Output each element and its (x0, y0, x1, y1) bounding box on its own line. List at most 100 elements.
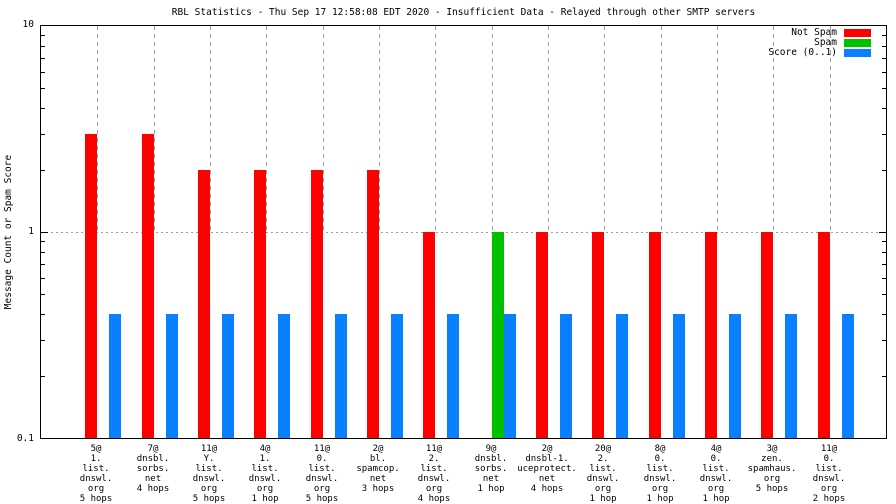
y-tick-label-1: 1 (28, 226, 34, 237)
y-axis-tick (882, 58, 886, 59)
chart-title: RBL Statistics - Thu Sep 17 12:58:08 EDT… (171, 7, 756, 18)
x-tick-label-line: dnswl. (79, 474, 113, 484)
x-tick-label-line: net (482, 474, 500, 484)
y-axis-tick (882, 376, 886, 377)
y-axis-tick (41, 232, 48, 233)
x-tick-label-line: dnswl. (812, 474, 846, 484)
bar-not-spam (818, 232, 830, 438)
x-tick-label-line: 8@ (654, 444, 666, 454)
x-tick-label-line: dnsbl-1. (525, 454, 569, 464)
x-tick-label-line: org (763, 474, 781, 484)
x-tick-label-line: 0. (710, 454, 722, 464)
x-tick-label-line: net (538, 474, 556, 484)
x-tick-label-line: 11@ (200, 444, 218, 454)
gridline-x (379, 26, 380, 232)
bar-group-4 (254, 26, 290, 438)
x-tick-label-line: spamhaus. (747, 464, 797, 474)
y-axis-tick (882, 278, 886, 279)
x-tick-label-line: list. (702, 464, 730, 474)
bar-group-7 (423, 26, 459, 438)
bar-not-spam (705, 232, 717, 438)
gridline-x (548, 26, 549, 232)
gridline-x (604, 26, 605, 232)
x-tick-label-line: 3 hops (361, 484, 395, 494)
y-tick-label-10: 10 (22, 19, 34, 30)
bar-not-spam (142, 134, 154, 438)
x-tick-label-line: 0. (823, 454, 835, 464)
x-tick-label-line: Y. (203, 454, 215, 464)
y-axis-tick (41, 88, 45, 89)
x-tick-label-line: list. (308, 464, 336, 474)
x-tick-label-13: 3@ zen. spamhaus. org 5 hops (732, 444, 812, 494)
x-tick-label-line: 2. (428, 454, 440, 464)
bar-score-0-1 (673, 314, 685, 438)
bar-group-12 (705, 26, 741, 438)
y-axis-tick (41, 264, 45, 265)
legend-swatch-spam (844, 39, 871, 47)
x-tick-label-line: 5@ (90, 444, 102, 454)
x-tick-label-line: 1 hop (477, 484, 505, 494)
x-tick-label-line: dnsbl. (474, 454, 508, 464)
x-tick-label-10: 20@ 2. list. dnswl. org 1 hop (563, 444, 643, 504)
x-tick-label-line: org (651, 484, 669, 494)
x-tick-label-line: uceprotect. (517, 464, 577, 474)
x-tick-label-1: 5@ 1. list. dnswl. org 5 hops (56, 444, 136, 504)
x-tick-label-line: 1 hop (589, 494, 617, 504)
y-tick-label-0.1: 0.1 (16, 433, 34, 444)
y-axis-tick (41, 294, 45, 295)
x-tick-label-line: 0. (654, 454, 666, 464)
y-axis-tick (879, 232, 886, 233)
plot-area: Not Spam Spam Score (0..1) (40, 25, 887, 439)
gridline-x (773, 26, 774, 232)
x-tick-label-line: bl. (369, 454, 387, 464)
x-tick-label-line: org (707, 484, 725, 494)
bar-score-0-1 (166, 314, 178, 438)
x-tick-label-line: 2 hops (812, 494, 846, 504)
legend-swatch-not-spam (844, 29, 871, 37)
x-tick-label-line: org (820, 484, 838, 494)
x-tick-label-14: 11@ 0. list. dnswl. org 2 hops (789, 444, 869, 504)
gridline-x (661, 26, 662, 232)
x-tick-label-2: 7@ dnsbl. sorbs. net 4 hops (113, 444, 193, 494)
x-tick-label-line: 11@ (313, 444, 331, 454)
x-tick-label-6: 2@ bl. spamcop. net 3 hops (338, 444, 418, 494)
x-tick-label-line: 1 hop (702, 494, 730, 504)
x-tick-label-line: zen. (761, 454, 783, 464)
x-tick-label-line: dnsbl. (136, 454, 170, 464)
bar-score-0-1 (785, 314, 797, 438)
y-axis-tick (882, 46, 886, 47)
x-tick-label-line: list. (420, 464, 448, 474)
y-axis-tick (882, 170, 886, 171)
gridline-x (717, 26, 718, 232)
y-axis-tick (882, 294, 886, 295)
x-tick-label-line: dnswl. (643, 474, 677, 484)
bar-score-0-1 (616, 314, 628, 438)
bar-not-spam (367, 170, 379, 438)
bar-spam (492, 232, 504, 438)
y-axis-tick (41, 241, 45, 242)
x-tick-label-line: org (594, 484, 612, 494)
bar-score-0-1 (222, 314, 234, 438)
y-axis-tick (882, 340, 886, 341)
x-tick-label-line: org (87, 484, 105, 494)
x-tick-label-3: 11@ Y. list. dnswl. org 5 hops (169, 444, 249, 504)
x-tick-label-line: sorbs. (136, 464, 170, 474)
x-tick-label-line: 2@ (372, 444, 384, 454)
bar-score-0-1 (335, 314, 347, 438)
y-axis-tick (41, 278, 45, 279)
x-tick-label-line: org (313, 484, 331, 494)
x-tick-label-line: 5 hops (79, 494, 113, 504)
x-tick-label-11: 8@ 0. list. dnswl. org 1 hop (620, 444, 700, 504)
bar-not-spam (592, 232, 604, 438)
y-axis-tick (41, 314, 45, 315)
x-tick-label-line: sorbs. (474, 464, 508, 474)
gridline-x (492, 26, 493, 232)
y-axis-tick (41, 35, 45, 36)
x-tick-label-line: 0. (316, 454, 328, 464)
bar-score-0-1 (278, 314, 290, 438)
y-axis-tick (882, 108, 886, 109)
x-tick-label-8: 9@ dnsbl. sorbs. net 1 hop (451, 444, 531, 494)
bar-not-spam (254, 170, 266, 438)
